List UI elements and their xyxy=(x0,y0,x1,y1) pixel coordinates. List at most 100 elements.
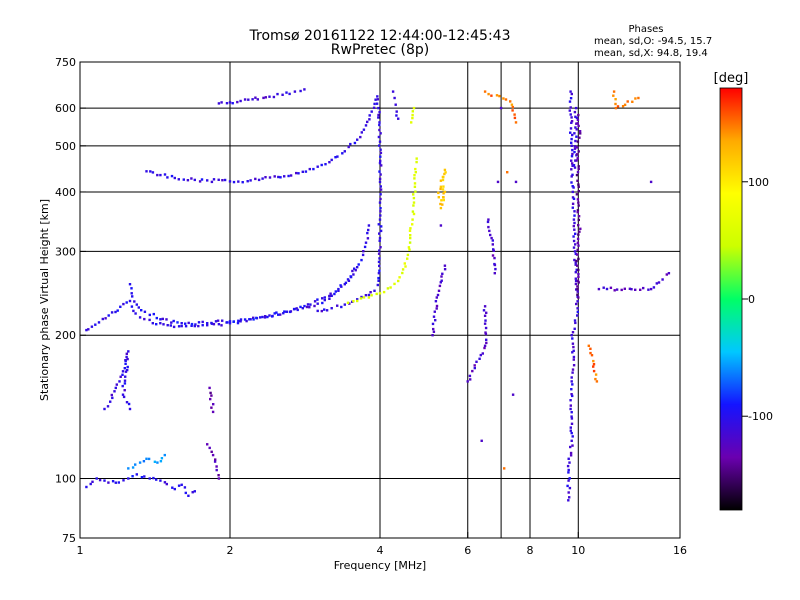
data-point xyxy=(569,454,573,457)
data-point xyxy=(149,170,152,173)
data-point xyxy=(119,375,122,378)
data-point xyxy=(241,181,244,184)
data-point xyxy=(145,170,148,173)
data-point xyxy=(577,204,580,207)
data-point xyxy=(252,318,255,321)
data-point xyxy=(378,257,381,260)
data-point xyxy=(510,103,514,106)
data-point xyxy=(368,114,371,117)
data-point xyxy=(378,123,381,127)
data-point xyxy=(574,271,577,274)
data-point xyxy=(567,491,570,494)
data-point xyxy=(367,224,371,227)
data-point xyxy=(379,148,382,151)
data-point xyxy=(378,128,381,132)
data-point xyxy=(571,383,574,386)
data-point xyxy=(655,282,658,285)
data-point xyxy=(125,401,129,404)
data-point xyxy=(634,97,637,100)
data-point xyxy=(572,349,575,352)
data-point xyxy=(502,97,505,100)
data-point xyxy=(569,399,572,402)
data-point xyxy=(439,185,443,188)
data-point xyxy=(177,325,181,328)
data-point xyxy=(124,375,127,378)
data-point xyxy=(483,305,487,308)
data-point xyxy=(498,94,501,98)
data-point xyxy=(107,314,110,317)
data-point xyxy=(320,163,323,167)
data-point xyxy=(309,303,312,306)
data-point xyxy=(190,324,193,327)
data-point xyxy=(193,490,196,493)
data-point xyxy=(414,171,417,174)
data-point xyxy=(623,103,627,106)
data-point xyxy=(125,355,128,359)
x-tick-label: 2 xyxy=(227,544,234,557)
data-point xyxy=(214,320,218,323)
data-point xyxy=(151,322,154,325)
data-point xyxy=(514,180,518,184)
data-point xyxy=(303,88,306,91)
data-point xyxy=(630,288,633,291)
x-tick-label: 8 xyxy=(527,544,534,557)
data-point xyxy=(370,110,373,113)
data-point xyxy=(409,234,412,237)
data-point xyxy=(113,390,116,393)
data-point xyxy=(378,249,381,252)
data-point xyxy=(377,223,380,226)
data-point xyxy=(206,324,209,327)
data-point xyxy=(131,475,134,478)
data-point xyxy=(574,126,577,129)
data-point xyxy=(228,101,232,104)
data-point xyxy=(647,288,650,291)
data-point xyxy=(161,317,164,321)
y-tick-label: 300 xyxy=(55,245,76,258)
data-point xyxy=(155,478,158,481)
data-point xyxy=(87,328,90,331)
data-point xyxy=(159,322,162,325)
data-point xyxy=(299,305,302,309)
data-point xyxy=(437,196,440,199)
data-point xyxy=(577,275,580,279)
data-point xyxy=(187,321,190,325)
data-point xyxy=(575,135,578,138)
data-point xyxy=(571,342,575,345)
data-point xyxy=(412,212,416,216)
data-point xyxy=(132,309,135,313)
data-point xyxy=(443,190,447,194)
data-point xyxy=(127,402,131,406)
data-point xyxy=(413,177,416,180)
data-point xyxy=(217,477,221,480)
data-point xyxy=(574,321,577,325)
data-point xyxy=(323,308,326,311)
data-point xyxy=(439,224,443,227)
data-point xyxy=(576,290,579,293)
data-point xyxy=(337,289,340,292)
data-point xyxy=(266,315,269,319)
data-point xyxy=(115,383,118,386)
data-point xyxy=(360,258,363,262)
data-point xyxy=(126,357,129,361)
data-point xyxy=(573,210,576,213)
data-point xyxy=(397,279,400,283)
data-point xyxy=(570,411,573,414)
x-axis-label: Frequency [MHz] xyxy=(334,559,426,572)
data-point xyxy=(579,227,582,230)
data-point xyxy=(293,307,296,311)
data-point xyxy=(479,353,482,357)
data-point xyxy=(215,468,218,472)
data-point xyxy=(321,301,324,305)
data-point xyxy=(334,290,337,293)
data-point xyxy=(295,307,298,310)
data-point xyxy=(316,309,319,313)
data-point xyxy=(340,305,343,309)
data-point xyxy=(159,318,162,321)
data-point xyxy=(393,282,396,286)
data-point xyxy=(577,124,580,128)
data-point xyxy=(147,457,151,461)
data-point xyxy=(378,161,382,165)
data-point xyxy=(247,98,250,101)
data-point xyxy=(352,273,355,276)
data-point xyxy=(184,322,187,325)
